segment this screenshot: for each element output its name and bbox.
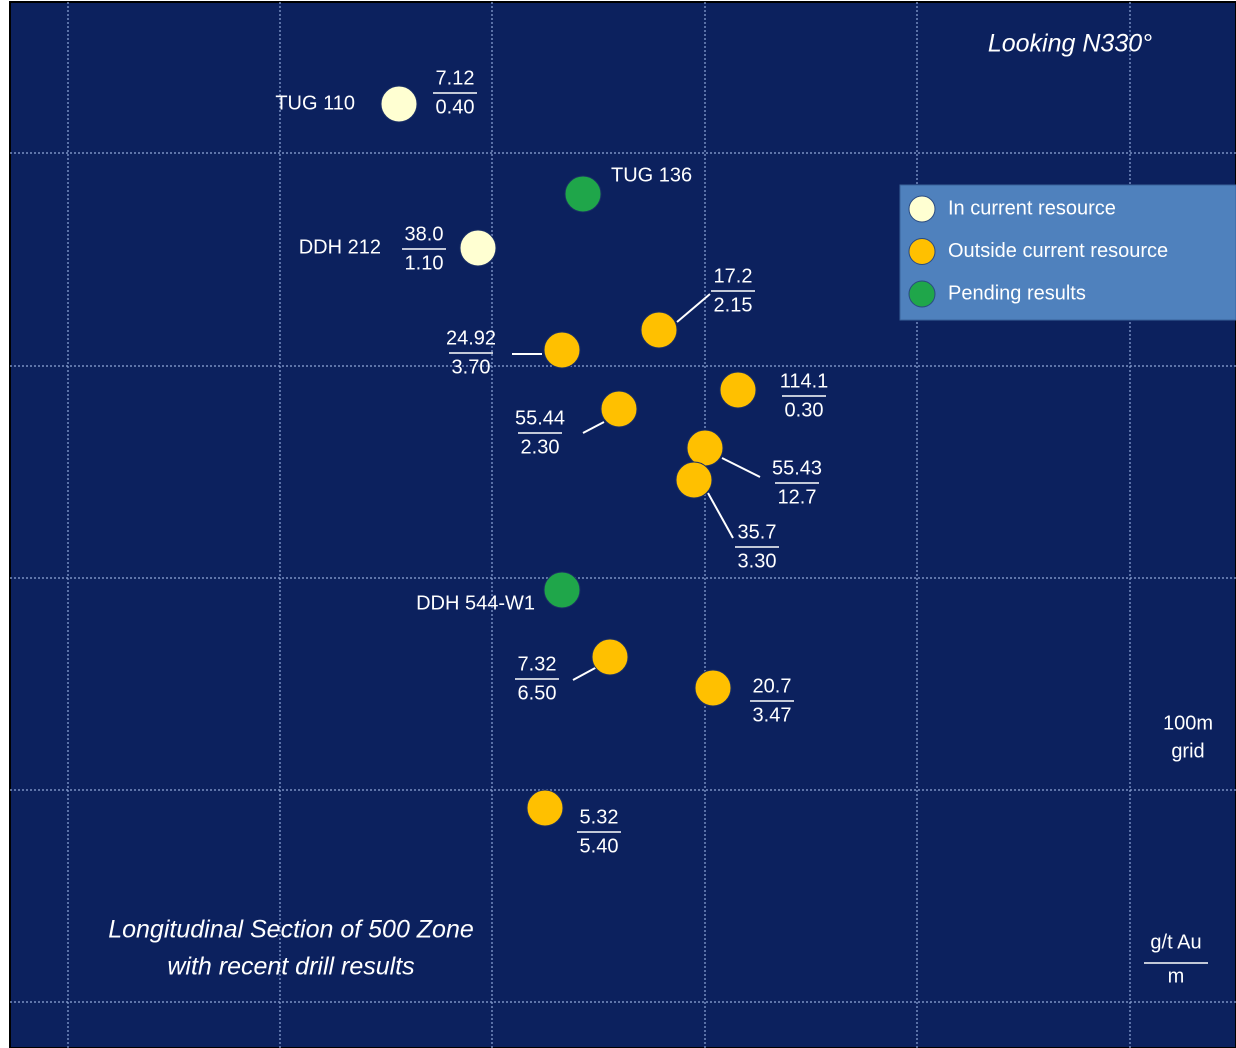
width: 2.30 [521, 436, 560, 458]
drill-hole [543, 571, 581, 609]
drill-hole [686, 429, 724, 467]
legend-label: In current resource [948, 197, 1116, 219]
grid-note: grid [1171, 740, 1204, 762]
leader-line [582, 421, 605, 434]
width: 3.30 [738, 550, 777, 572]
drill-hole [459, 229, 497, 267]
drill-hole [600, 390, 638, 428]
width: 3.47 [753, 704, 792, 726]
drill-hole [526, 789, 564, 827]
hole-name: DDH 212 [299, 236, 381, 258]
title: Longitudinal Section of 500 Zone [108, 916, 474, 944]
grid [10, 2, 1236, 1048]
legend-marker [908, 195, 936, 223]
grade: 24.92 [446, 327, 496, 349]
grade: 38.0 [405, 223, 444, 245]
grade: 17.2 [714, 265, 753, 287]
hole-name: DDH 544-W1 [416, 592, 535, 614]
unit-grade: g/t Au [1150, 931, 1201, 953]
drill-hole [380, 85, 418, 123]
width: 2.15 [714, 294, 753, 316]
grade: 114.1 [780, 370, 829, 392]
width: 6.50 [518, 682, 557, 704]
drill-hole [564, 175, 602, 213]
grade: 35.7 [738, 521, 777, 543]
grade: 55.43 [772, 457, 822, 479]
leader-line [572, 666, 598, 681]
width: 0.30 [785, 399, 824, 421]
width: 1.10 [405, 252, 444, 274]
width: 3.70 [452, 356, 491, 378]
hole-name: TUG 110 [275, 92, 355, 114]
title: with recent drill results [167, 953, 414, 981]
legend-marker [908, 238, 936, 265]
drill-hole [591, 638, 629, 676]
leader-line [721, 457, 761, 478]
grade: 7.12 [436, 67, 475, 89]
grade: 7.32 [518, 653, 557, 675]
drill-hole [640, 311, 678, 349]
background [9, 1, 1236, 1048]
grade: 5.32 [580, 806, 619, 828]
grid-note: 100m [1163, 712, 1213, 734]
leader-line [676, 293, 711, 323]
grade: 55.44 [515, 407, 565, 429]
width: 5.40 [580, 835, 619, 857]
unit-width: m [1168, 965, 1185, 987]
legend-label: Pending results [948, 282, 1086, 304]
legend-label: Outside current resource [948, 240, 1168, 262]
drill-hole [675, 461, 713, 499]
leader-line [707, 492, 734, 539]
drill-hole [719, 371, 757, 409]
hole-name: TUG 136 [611, 164, 692, 186]
drill-hole [543, 331, 581, 369]
legend-box [899, 184, 1236, 321]
width: 0.40 [436, 96, 475, 118]
drill-hole [694, 669, 732, 707]
width: 12.7 [778, 486, 817, 508]
view-direction: Looking N330° [988, 30, 1152, 58]
legend-marker [908, 280, 936, 308]
grade: 20.7 [753, 675, 792, 697]
